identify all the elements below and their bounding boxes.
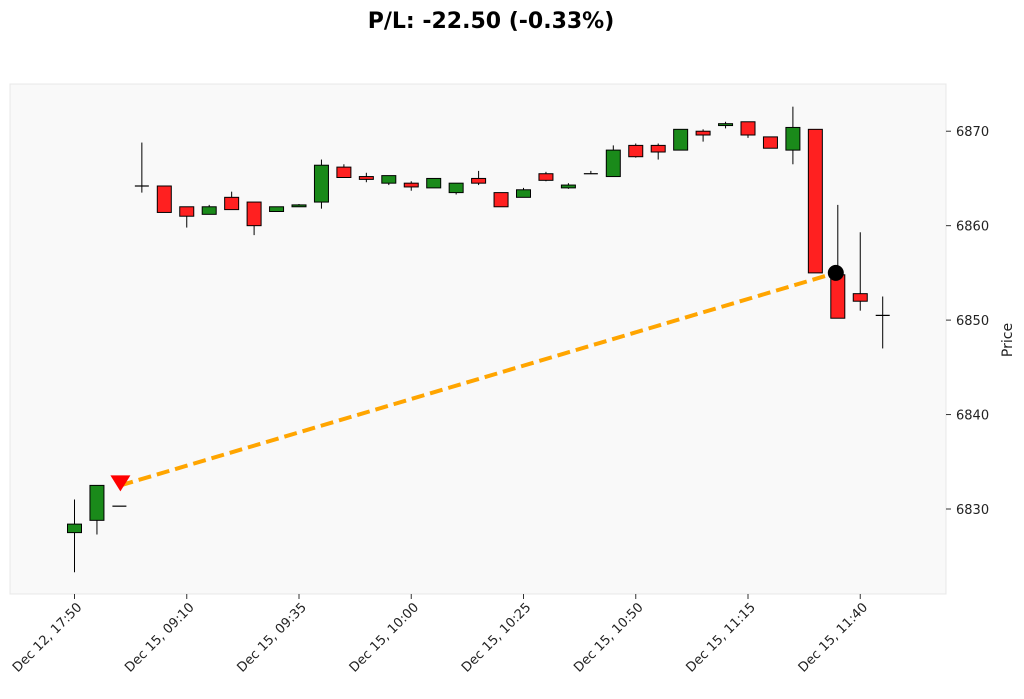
plot-area (9, 83, 947, 595)
candle-body (785, 126, 801, 151)
x-tick-label: Dec 15, 11:15 (683, 600, 758, 675)
candle (291, 203, 307, 208)
candle-body (246, 201, 262, 227)
candle-body (269, 206, 285, 212)
candle (875, 296, 890, 349)
candle (403, 181, 419, 191)
x-tick-label: Dec 15, 10:25 (459, 600, 534, 675)
candle (762, 136, 778, 149)
chart-title: P/L: -22.50 (-0.33%) (368, 9, 615, 34)
candle-body (224, 196, 240, 211)
candle (628, 143, 644, 158)
candle (560, 183, 576, 189)
candle (358, 172, 374, 183)
candle-body (628, 144, 644, 158)
candle-body (762, 136, 778, 149)
candle (89, 484, 105, 535)
trade-layer (110, 264, 844, 492)
candle (426, 177, 442, 189)
candle (67, 499, 82, 573)
candle-body (381, 175, 397, 184)
candle-body (560, 184, 576, 189)
candle (830, 204, 846, 319)
candle (695, 129, 711, 142)
candle (224, 191, 240, 211)
candles-layer (67, 106, 890, 573)
candle (179, 206, 195, 228)
candle-body (471, 177, 487, 184)
candle (650, 143, 666, 160)
candle-body (673, 128, 689, 151)
y-tick-label: 6830 (956, 503, 989, 518)
candle-body (67, 523, 82, 534)
candle (471, 170, 487, 186)
candle (134, 142, 149, 193)
candle (448, 182, 464, 195)
candle-body (448, 182, 464, 194)
candle-body (852, 293, 868, 302)
candle (718, 121, 734, 129)
candle-body (695, 130, 711, 136)
candle (493, 192, 509, 208)
candle-body (156, 185, 172, 213)
candle (673, 128, 689, 151)
entry-marker (110, 475, 131, 492)
x-tick-label: Dec 15, 10:50 (571, 600, 646, 675)
x-tick-label: Dec 15, 09:35 (234, 600, 309, 675)
x-tick-label: Dec 12, 17:50 (10, 600, 85, 675)
candle-body (516, 189, 531, 198)
y-tick-label: 6850 (956, 314, 989, 329)
candle-body (538, 173, 554, 181)
candle-body (493, 192, 509, 208)
candle (583, 170, 598, 175)
y-axis: 6830 6840 6850 6860 6870 (946, 125, 989, 518)
x-tick-label: Dec 15, 10:00 (347, 600, 422, 675)
candle (201, 204, 217, 215)
candle-body (336, 166, 352, 179)
candle-body (830, 274, 846, 319)
candle-body (291, 204, 307, 208)
candle (538, 171, 554, 182)
candle (381, 175, 397, 186)
exit-marker (827, 264, 844, 281)
candle (313, 159, 329, 209)
candle (516, 187, 531, 198)
candle (807, 128, 823, 274)
y-tick-label: 6860 (956, 220, 989, 235)
candle-body (605, 149, 621, 178)
candle-body (201, 206, 217, 215)
x-tick-label: Dec 15, 09:10 (122, 600, 197, 675)
candle (336, 164, 352, 179)
candle-body (426, 177, 442, 189)
candle (246, 201, 262, 236)
candle-body (807, 128, 823, 274)
candle-body (740, 121, 756, 136)
y-tick-label: 6840 (956, 409, 989, 424)
candle (852, 232, 868, 311)
candle-body (89, 484, 105, 521)
candle-body (650, 144, 666, 153)
candle (269, 206, 285, 212)
candle (740, 121, 756, 138)
candle-body (403, 182, 419, 188)
candle (605, 145, 621, 178)
trade-line (119, 270, 837, 488)
y-tick-label: 6870 (956, 125, 989, 140)
candle-body (313, 164, 329, 203)
candle (785, 106, 801, 165)
candle-body (718, 123, 734, 127)
x-tick-label: Dec 15, 11:40 (796, 600, 871, 675)
candle-body (179, 206, 195, 217)
x-axis: Dec 12, 17:50 Dec 15, 09:10 Dec 15, 09:35 D… (10, 594, 871, 676)
candle (156, 185, 172, 213)
y-axis-label: Price (1000, 323, 1016, 357)
candle-body (358, 176, 374, 180)
